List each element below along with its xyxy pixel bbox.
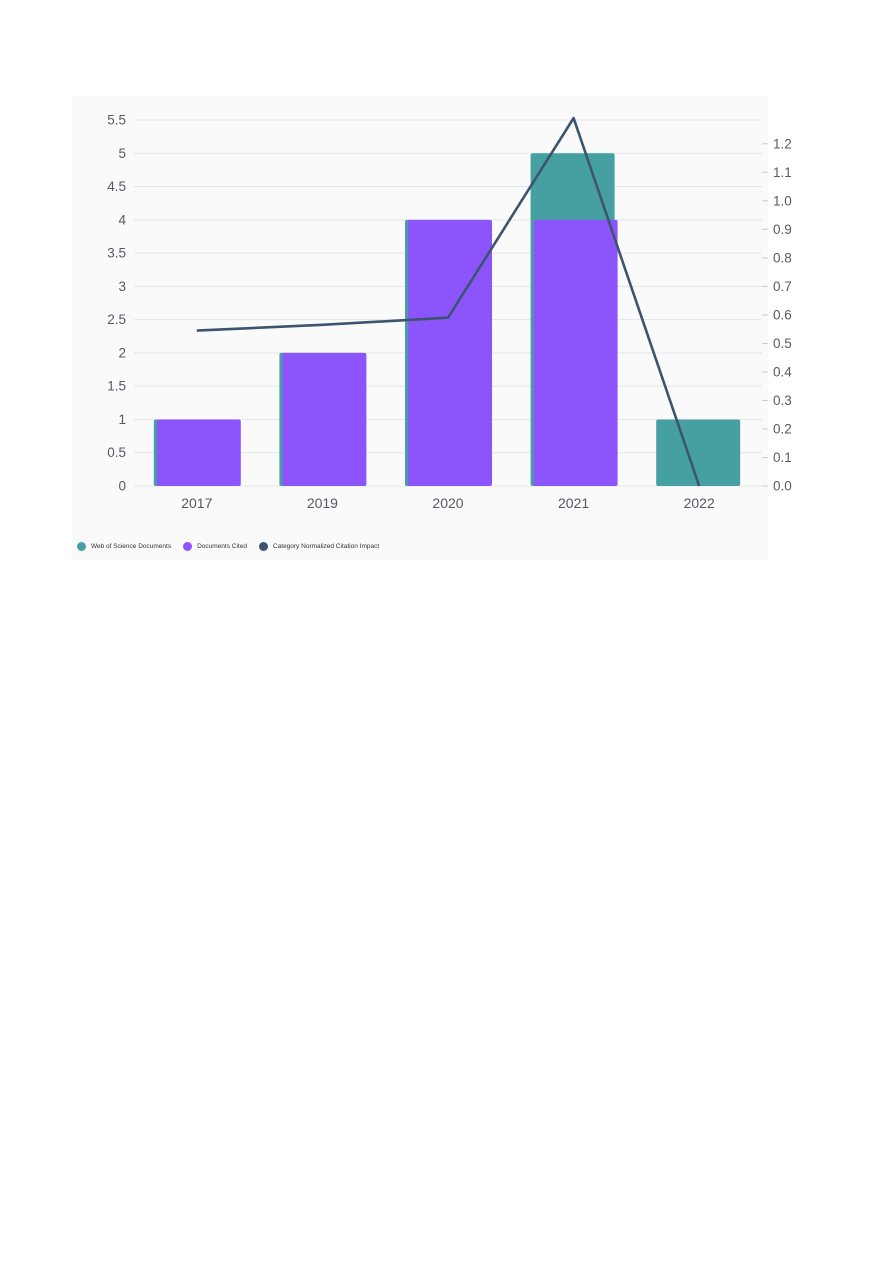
x-tick-label: 2020 (432, 495, 463, 511)
right-tick-label: 0.1 (773, 450, 792, 465)
left-y-axis: 0 0.5 1 1.5 2 2.5 3 3.5 4 4.5 5 5.5 (107, 113, 126, 494)
x-axis: 2017 2019 2020 2021 2022 (181, 495, 715, 511)
right-y-axis: 0.0 0.1 0.2 0.3 0.4 0.5 0.6 0.7 0.8 0.9 1.0 1.1 1.2 (762, 136, 792, 494)
cnci-line[interactable] (196, 116, 701, 487)
bars (153, 153, 741, 487)
x-tick-label: 2022 (684, 495, 715, 511)
left-tick-label: 2 (118, 345, 126, 360)
right-tick-label: 0.4 (773, 364, 792, 379)
right-tick-label: 0.6 (773, 307, 792, 322)
left-tick-label: 0 (118, 479, 126, 494)
left-tick-label: 4 (118, 212, 126, 227)
legend-item-web-of-science-documents[interactable]: Web of Science Documents (77, 542, 171, 551)
left-tick-label: 0.5 (107, 445, 126, 460)
bar-web-of-science-documents-2022[interactable] (656, 419, 741, 486)
left-tick-label: 1 (118, 412, 126, 427)
right-tick-label: 0.3 (773, 393, 792, 408)
right-tick-label: 1.2 (773, 136, 792, 151)
bar-documents-cited-2021[interactable] (533, 219, 618, 486)
x-tick-label: 2019 (307, 495, 338, 511)
x-tick-label: 2021 (558, 495, 589, 511)
right-tick-label: 0.0 (773, 479, 792, 494)
right-tick-label: 1.1 (773, 165, 792, 180)
left-tick-label: 5.5 (107, 113, 126, 128)
legend-dot-icon (183, 542, 193, 551)
bar-documents-cited-2019[interactable] (282, 352, 367, 486)
right-tick-label: 0.2 (773, 421, 792, 436)
bar-documents-cited-2020[interactable] (408, 219, 492, 486)
legend-item-documents-cited[interactable]: Documents Cited (183, 542, 247, 551)
legend-item-category-normalized-citation-impact[interactable]: Category Normalized Citation Impact (258, 542, 380, 551)
right-tick-label: 0.9 (773, 222, 792, 237)
left-tick-label: 2.5 (107, 312, 126, 327)
legend-label: Web of Science Documents (91, 543, 172, 550)
legend: Web of Science Documents Documents Cited… (77, 542, 379, 551)
legend-label: Documents Cited (197, 543, 247, 550)
left-tick-label: 3 (118, 279, 126, 294)
left-tick-label: 4.5 (107, 179, 126, 194)
right-tick-label: 0.5 (773, 336, 792, 351)
legend-dot-icon (258, 542, 268, 551)
x-tick-label: 2017 (181, 495, 212, 511)
right-tick-label: 0.8 (773, 250, 792, 265)
left-tick-label: 5 (118, 146, 126, 161)
bar-documents-cited-2017[interactable] (156, 419, 241, 486)
left-tick-label: 1.5 (107, 379, 126, 394)
cnci-line-layer (196, 116, 701, 487)
legend-dot-icon (77, 542, 86, 551)
legend-label: Category Normalized Citation Impact (272, 543, 380, 550)
right-tick-label: 1.0 (773, 193, 792, 208)
right-tick-label: 0.7 (773, 279, 792, 294)
left-tick-label: 3.5 (107, 246, 126, 261)
